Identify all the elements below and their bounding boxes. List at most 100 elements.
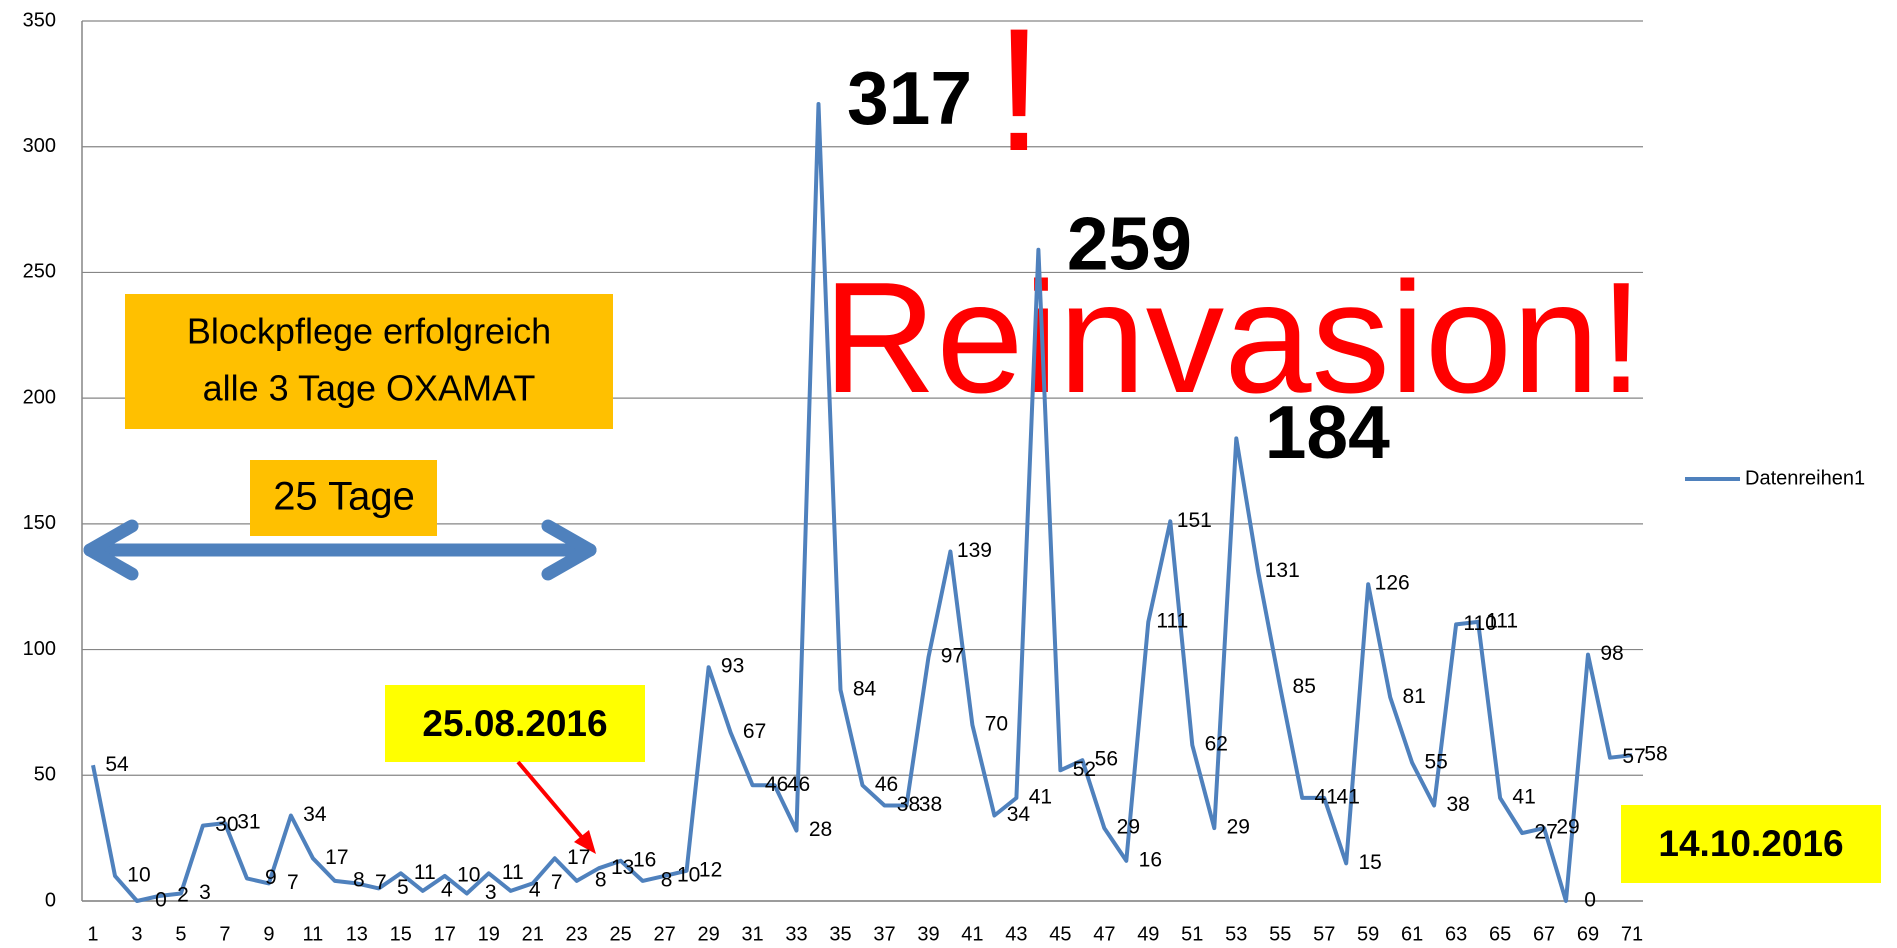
data-label: 110 — [1463, 612, 1496, 635]
y-tick-label: 250 — [23, 261, 56, 283]
data-label: 93 — [721, 655, 744, 678]
data-label: 8 — [353, 868, 365, 891]
note-text: Blockpflege erfolgreich — [187, 311, 551, 352]
data-label: 28 — [809, 818, 832, 841]
data-label: 0 — [1584, 889, 1596, 912]
x-tick-label: 61 — [1401, 923, 1423, 945]
x-tick-label: 65 — [1489, 923, 1511, 945]
data-label: 139 — [957, 539, 992, 562]
note-box — [250, 460, 437, 536]
data-label: 126 — [1375, 572, 1410, 595]
data-label: 4 — [529, 878, 541, 901]
data-label: 7 — [375, 871, 387, 894]
data-label: 29 — [1227, 816, 1250, 839]
date-text: 14.10.2016 — [1658, 823, 1843, 864]
data-label: 8 — [661, 868, 673, 891]
x-tick-label: 7 — [219, 923, 230, 945]
x-tick-label: 71 — [1621, 923, 1643, 945]
data-label: 98 — [1600, 642, 1623, 665]
data-label: 84 — [853, 677, 877, 700]
x-tick-label: 15 — [390, 923, 412, 945]
data-label: 62 — [1205, 733, 1228, 756]
x-tick-label: 41 — [961, 923, 983, 945]
x-tick-label: 11 — [302, 923, 323, 945]
x-tick-label: 33 — [785, 923, 807, 945]
data-label: 0 — [155, 889, 167, 912]
data-label: 13 — [611, 856, 634, 879]
data-label: 10 — [457, 863, 480, 886]
data-label: 131 — [1265, 559, 1300, 582]
x-tick-label: 43 — [1005, 923, 1027, 945]
data-label: 5 — [397, 876, 409, 899]
data-label: 30 — [215, 813, 238, 836]
x-tick-label: 45 — [1049, 923, 1071, 945]
data-label: 56 — [1095, 748, 1118, 771]
data-label: 31 — [237, 811, 260, 834]
y-tick-label: 150 — [23, 512, 56, 534]
data-label: 9 — [265, 866, 277, 889]
exclamation: ! — [995, 0, 1044, 188]
data-label: 15 — [1359, 851, 1382, 874]
data-label: 46 — [787, 773, 810, 796]
data-label: 67 — [743, 720, 766, 743]
date-box — [1621, 805, 1881, 883]
data-label: 34 — [303, 803, 327, 826]
x-tick-label: 25 — [610, 923, 632, 945]
x-tick-label: 13 — [346, 923, 368, 945]
data-label: 3 — [199, 881, 211, 904]
data-label: 52 — [1073, 758, 1096, 781]
data-label: 81 — [1402, 685, 1425, 708]
data-label: 11 — [414, 861, 436, 884]
peak-label: 259 — [1067, 202, 1192, 286]
data-label: 7 — [551, 871, 563, 894]
y-tick-label: 50 — [34, 764, 56, 786]
x-tick-label: 17 — [434, 923, 456, 945]
data-label: 7 — [287, 871, 299, 894]
data-label: 10 — [677, 863, 700, 886]
y-tick-label: 200 — [23, 386, 56, 408]
data-label: 41 — [1029, 785, 1052, 808]
x-tick-label: 57 — [1313, 923, 1335, 945]
data-label: 70 — [985, 713, 1008, 736]
data-label: 29 — [1117, 816, 1140, 839]
data-label: 41 — [1315, 785, 1338, 808]
data-label: 41 — [1512, 785, 1535, 808]
data-label: 55 — [1424, 750, 1447, 773]
reinvasion-text: Reinvasion! — [823, 250, 1643, 426]
peak-label: 184 — [1265, 390, 1390, 474]
x-tick-label: 39 — [917, 923, 939, 945]
data-label: 38 — [919, 793, 942, 816]
date-text: 25.08.2016 — [422, 703, 607, 744]
x-tick-label: 67 — [1533, 923, 1555, 945]
red-arrow — [516, 760, 596, 854]
y-tick-label: 300 — [23, 135, 56, 157]
data-label: 151 — [1177, 509, 1212, 532]
date-box — [385, 685, 645, 762]
x-tick-label: 69 — [1577, 923, 1599, 945]
x-tick-label: 55 — [1269, 923, 1291, 945]
x-tick-label: 19 — [478, 923, 500, 945]
data-label: 11 — [502, 861, 524, 884]
data-label: 97 — [941, 645, 964, 668]
y-tick-label: 350 — [23, 9, 56, 31]
y-tick-label: 0 — [45, 889, 56, 911]
x-tick-label: 29 — [697, 923, 719, 945]
peak-label: 317 — [847, 56, 972, 140]
note-box — [125, 294, 613, 429]
x-tick-label: 21 — [522, 923, 544, 945]
y-tick-label: 100 — [23, 638, 56, 660]
x-tick-label: 49 — [1137, 923, 1159, 945]
data-label: 4 — [441, 878, 453, 901]
legend-label: Datenreihen1 — [1745, 467, 1865, 489]
x-tick-label: 59 — [1357, 923, 1379, 945]
data-label: 58 — [1644, 743, 1667, 766]
note-text: alle 3 Tage OXAMAT — [203, 368, 536, 409]
data-label: 16 — [633, 848, 656, 871]
data-label: 17 — [325, 846, 348, 869]
data-label: 3 — [485, 881, 497, 904]
x-tick-label: 63 — [1445, 923, 1467, 945]
data-label: 111 — [1156, 609, 1188, 632]
note-text: 25 Tage — [273, 475, 415, 519]
